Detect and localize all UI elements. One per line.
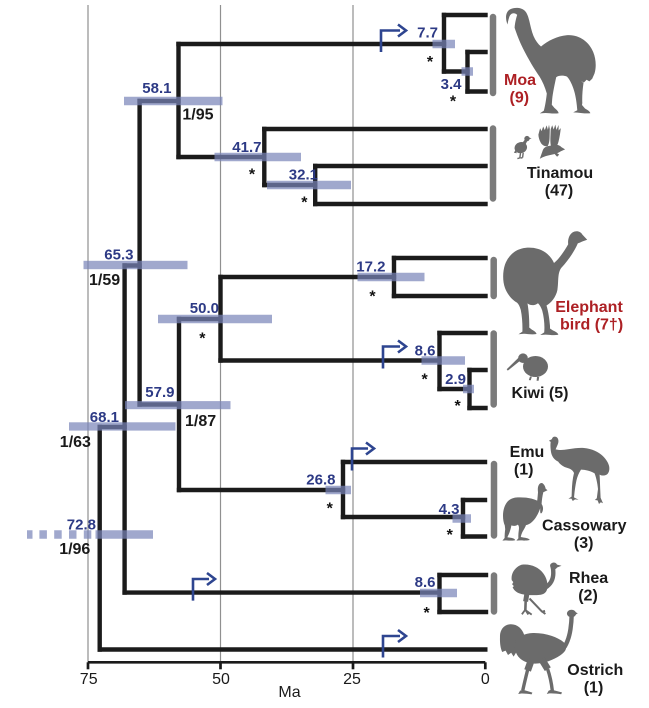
svg-text:Kiwi (5): Kiwi (5) (512, 385, 569, 402)
svg-text:*: * (447, 527, 454, 544)
svg-text:*: * (327, 500, 334, 517)
svg-text:(1): (1) (584, 680, 604, 697)
svg-text:2.9: 2.9 (445, 371, 466, 388)
svg-text:*: * (450, 93, 457, 110)
svg-text:3.4: 3.4 (441, 76, 463, 93)
svg-text:57.9: 57.9 (145, 384, 174, 401)
svg-text:*: * (249, 167, 256, 184)
svg-text:1/95: 1/95 (182, 107, 213, 124)
svg-text:Emu: Emu (510, 444, 545, 461)
svg-text:17.2: 17.2 (356, 259, 385, 276)
svg-text:Tinamou: Tinamou (527, 165, 593, 182)
svg-text:1/87: 1/87 (185, 413, 216, 430)
svg-text:*: * (369, 288, 376, 305)
svg-text:(1): (1) (514, 462, 534, 479)
svg-text:Ma: Ma (278, 684, 300, 701)
svg-text:32.1: 32.1 (289, 167, 318, 184)
svg-text:68.1: 68.1 (90, 409, 119, 426)
svg-text:*: * (199, 331, 206, 348)
svg-text:Elephant: Elephant (555, 299, 623, 316)
svg-text:8.6: 8.6 (415, 574, 436, 591)
svg-text:1/59: 1/59 (89, 272, 120, 289)
svg-text:(2): (2) (578, 588, 598, 605)
svg-text:72.8: 72.8 (67, 517, 96, 534)
svg-text:(9): (9) (510, 90, 530, 107)
svg-text:*: * (427, 54, 434, 71)
svg-text:8.6: 8.6 (415, 343, 436, 360)
svg-text:*: * (454, 398, 461, 415)
svg-text:41.7: 41.7 (232, 139, 261, 156)
svg-text:26.8: 26.8 (306, 472, 335, 489)
svg-text:65.3: 65.3 (104, 247, 133, 264)
svg-text:(3): (3) (574, 535, 594, 552)
svg-text:Rhea: Rhea (569, 570, 608, 587)
svg-text:*: * (423, 605, 430, 622)
svg-text:Moa: Moa (504, 72, 536, 89)
svg-text:50: 50 (212, 671, 230, 688)
svg-text:*: * (421, 372, 428, 389)
svg-text:*: * (301, 194, 308, 211)
svg-text:50.0: 50.0 (190, 300, 219, 317)
svg-text:(47): (47) (545, 183, 573, 200)
svg-text:Ostrich: Ostrich (567, 662, 623, 679)
svg-text:Cassowary: Cassowary (542, 518, 627, 535)
svg-text:1/63: 1/63 (60, 434, 91, 451)
svg-text:1/96: 1/96 (59, 541, 90, 558)
svg-text:25: 25 (343, 671, 361, 688)
svg-text:0: 0 (481, 671, 490, 688)
svg-text:7.7: 7.7 (417, 25, 438, 42)
svg-text:58.1: 58.1 (142, 80, 171, 97)
svg-text:4.3: 4.3 (439, 501, 460, 518)
svg-text:bird (7†): bird (7†) (560, 317, 623, 334)
svg-text:75: 75 (80, 671, 98, 688)
